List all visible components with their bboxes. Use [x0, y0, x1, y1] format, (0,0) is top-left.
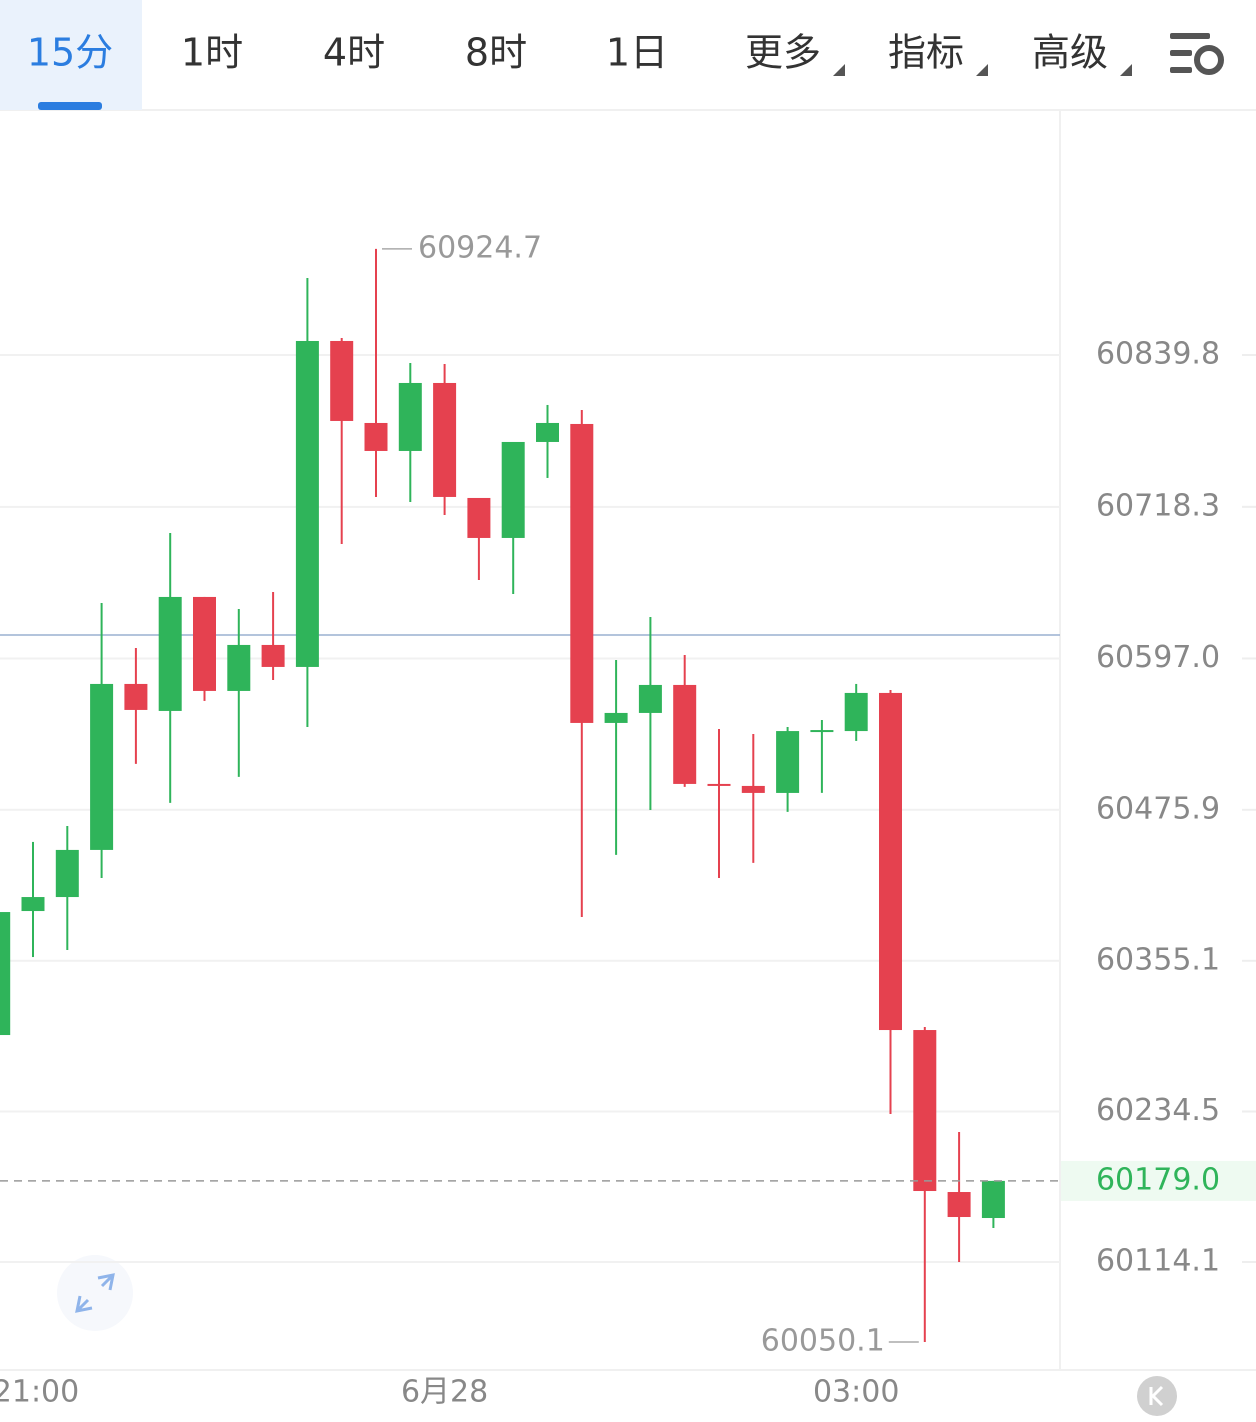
candle-body [124, 683, 148, 710]
candle-body [398, 382, 422, 451]
candle-body [570, 423, 594, 723]
candle-body [981, 1180, 1005, 1219]
low-label: 60050.1 [761, 1324, 885, 1359]
candle-body [330, 340, 354, 421]
k-button[interactable] [1137, 1376, 1177, 1416]
tab[interactable]: 4时 [323, 31, 385, 75]
candle-body [741, 785, 765, 793]
dropdown-triangle [1120, 64, 1132, 76]
tab[interactable]: 1日 [606, 31, 668, 75]
candle-body [776, 731, 800, 793]
candle-body [227, 644, 251, 691]
k-glyph [1149, 1385, 1164, 1407]
tab[interactable]: 15分 [27, 31, 113, 75]
x-tick-label: 21:00 [0, 1375, 79, 1410]
candle-body [707, 783, 731, 786]
active-tab-underline [38, 102, 102, 110]
candle-body [604, 712, 628, 723]
active-tab-bg [0, 0, 142, 110]
candle-body [55, 849, 79, 898]
expand-button[interactable] [57, 1255, 133, 1331]
y-tick-label: 60597.0 [1096, 640, 1220, 675]
candle-body [467, 497, 491, 538]
expand-bg [57, 1255, 133, 1331]
candle-body [879, 692, 902, 1031]
candle-body [295, 340, 319, 667]
k-bg [1137, 1376, 1177, 1416]
expand-glyph [75, 1273, 115, 1313]
candle-body [810, 730, 834, 733]
icon-bar [1170, 67, 1192, 73]
candle-body [673, 684, 697, 784]
tab[interactable]: 1时 [181, 31, 243, 75]
candle-body [261, 644, 285, 667]
last-price-box [1061, 1160, 1256, 1201]
y-tick-label: 60234.5 [1096, 1093, 1220, 1128]
x-tick-label: 03:00 [813, 1375, 899, 1410]
candle-body [638, 684, 662, 713]
candle-body [158, 596, 182, 711]
candle-body [501, 441, 525, 538]
tab[interactable]: 8时 [465, 31, 527, 75]
last-price-label: 60179.0 [1096, 1162, 1220, 1197]
candle-body [364, 422, 388, 451]
candle-body [433, 382, 457, 497]
y-tick-label: 60355.1 [1096, 942, 1220, 977]
dropdown-triangle [976, 64, 988, 76]
y-tick-label: 60114.1 [1096, 1244, 1220, 1279]
candle-body [913, 1030, 937, 1192]
settings-icon[interactable] [1170, 33, 1224, 75]
tab[interactable]: 指标 [888, 31, 964, 75]
candle-body [193, 596, 216, 691]
candle-body [536, 422, 559, 442]
tab[interactable]: 更多 [745, 31, 821, 75]
high-label: 60924.7 [418, 230, 542, 265]
tab[interactable]: 高级 [1032, 31, 1108, 75]
icon-bar [1170, 33, 1210, 39]
icon-gear [1194, 45, 1224, 75]
candle-body [21, 897, 45, 912]
icon-bar [1170, 50, 1192, 56]
y-tick-label: 60475.9 [1096, 791, 1220, 826]
y-tick-label: 60839.8 [1096, 336, 1220, 371]
dropdown-triangle [833, 64, 845, 76]
candle-body [844, 692, 868, 732]
x-tick-label: 6月28 [401, 1375, 488, 1410]
candle-body [947, 1192, 971, 1218]
candle-body [0, 912, 11, 1036]
y-tick-label: 60718.3 [1096, 488, 1220, 523]
tab-bar [0, 0, 1256, 110]
candle-body [90, 683, 114, 850]
